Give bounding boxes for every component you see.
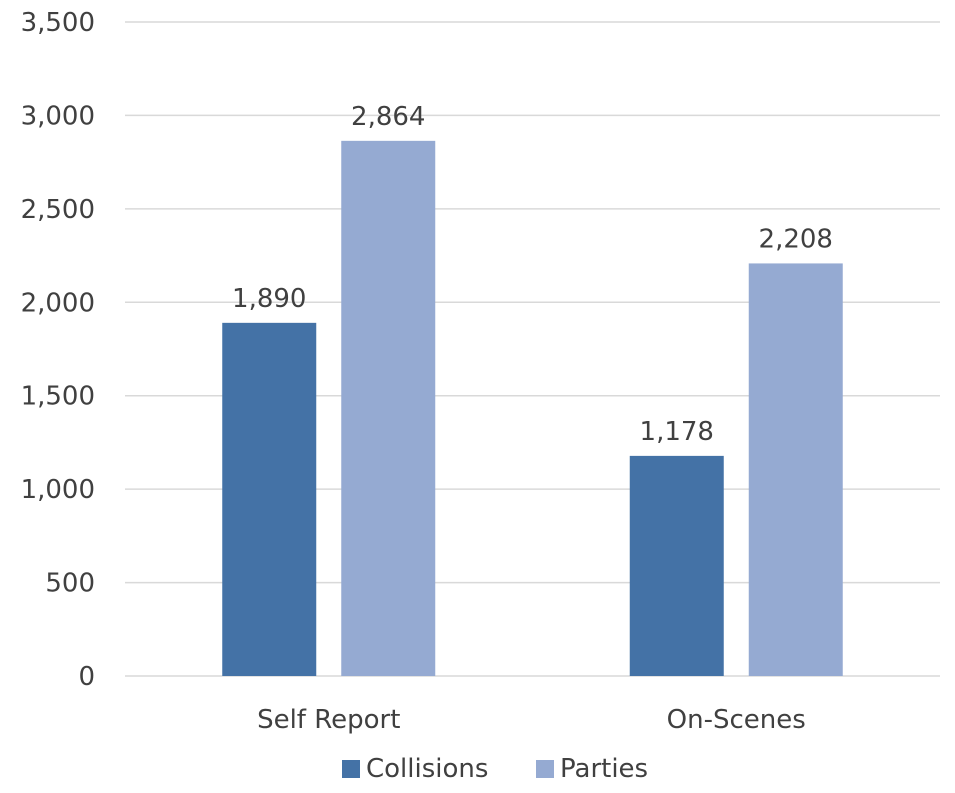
y-tick-label: 2,000 (21, 288, 95, 318)
bar-parties-2 (748, 263, 843, 676)
bar-collisions-1 (222, 322, 317, 676)
data-label: 1,178 (640, 417, 714, 447)
y-tick-label: 2,500 (21, 195, 95, 225)
legend-swatch-parties (536, 760, 554, 778)
x-category-label: Self Report (257, 705, 400, 735)
legend-swatch-collisions (342, 760, 360, 778)
bar-collisions-2 (629, 455, 724, 676)
y-tick-label: 0 (78, 662, 95, 692)
x-category-label: On-Scenes (667, 705, 806, 735)
legend-label: Parties (560, 754, 648, 784)
y-tick-label: 3,500 (21, 8, 95, 38)
data-label: 2,208 (759, 224, 833, 254)
data-label: 2,864 (351, 102, 425, 132)
y-tick-label: 500 (45, 569, 95, 599)
legend-label: Collisions (366, 754, 488, 784)
y-tick-label: 3,000 (21, 101, 95, 131)
data-label: 1,890 (232, 284, 306, 314)
y-tick-label: 1,500 (21, 382, 95, 412)
y-tick-label: 1,000 (21, 475, 95, 505)
bar-parties-1 (341, 140, 436, 677)
